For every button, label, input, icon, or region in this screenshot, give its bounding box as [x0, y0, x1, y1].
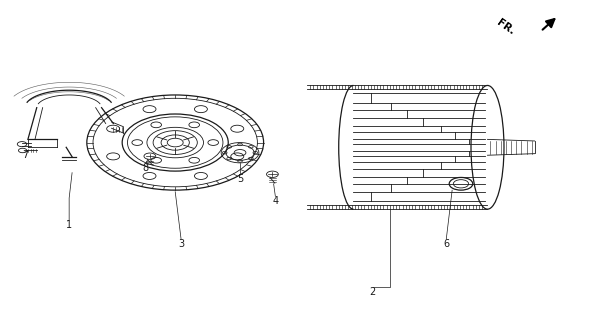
- Text: 6: 6: [443, 239, 449, 249]
- Text: 7: 7: [22, 150, 28, 160]
- Text: 1: 1: [66, 220, 72, 230]
- Text: 2: 2: [369, 287, 376, 297]
- Text: FR.: FR.: [496, 18, 517, 37]
- Text: 5: 5: [237, 174, 243, 184]
- Text: 8: 8: [143, 163, 149, 173]
- Text: 4: 4: [272, 196, 278, 206]
- Text: 3: 3: [178, 239, 184, 249]
